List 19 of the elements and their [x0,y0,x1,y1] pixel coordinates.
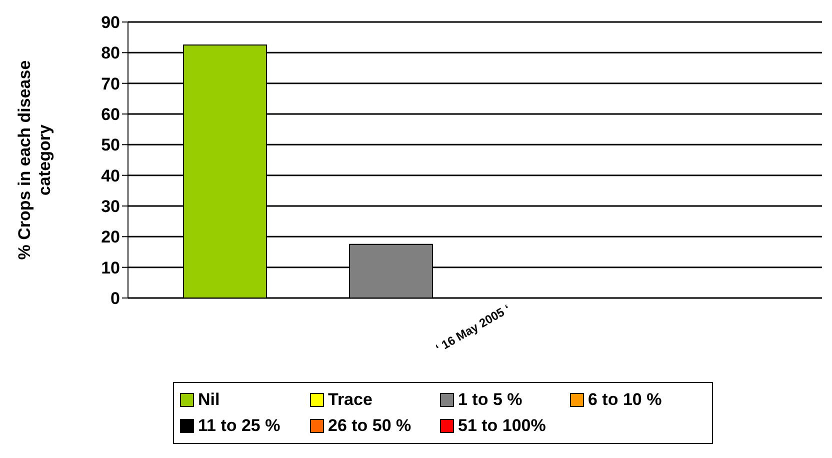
legend-label: 11 to 25 % [198,416,280,436]
y-tick-label: 0 [110,289,120,308]
y-axis-title: % Crops in each disease category [15,60,54,260]
y-tick-label: 80 [101,44,120,63]
legend-label: 6 to 10 % [588,390,662,410]
y-tick-label: 20 [101,228,120,247]
y-tick-label: 60 [101,105,120,124]
y-tick-label: 10 [101,258,120,278]
y-tick-label: 50 [101,136,120,155]
legend-label: 51 to 100% [458,416,546,436]
x-tick-label: ‘ 16 May 2005 ‘ [433,302,513,356]
y-tick-label: 70 [101,74,120,94]
legend-label: Trace [328,390,372,410]
legend-label: 1 to 5 % [458,390,522,410]
y-tick-label: 40 [101,166,120,186]
y-tick-label: 90 [101,13,120,32]
legend-label: 26 to 50 % [328,416,412,436]
y-tick-label: 30 [101,197,120,216]
legend-label: Nil [198,390,220,410]
